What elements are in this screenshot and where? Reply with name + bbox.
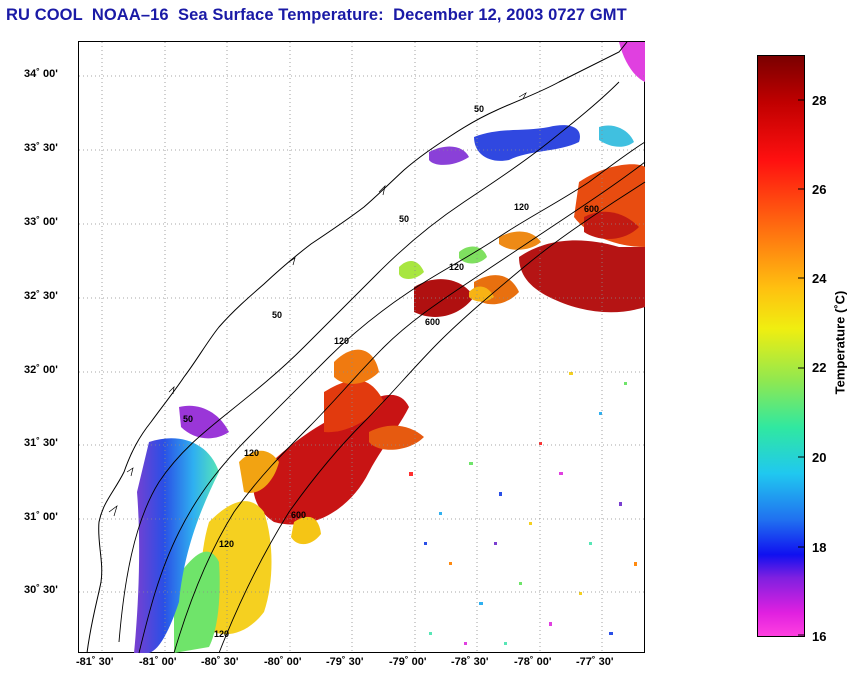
map-grid bbox=[79, 42, 646, 654]
isobath-label: 120 bbox=[214, 629, 229, 639]
sst-map: 50 50 50 50 120 120 120 120 120 600 600 … bbox=[78, 41, 646, 654]
lon-label: -78˚ 00' bbox=[514, 656, 552, 668]
lon-label: -81˚ 00' bbox=[139, 656, 177, 668]
lon-label: -80˚ 00' bbox=[264, 656, 302, 668]
isobath-label: 50 bbox=[474, 104, 484, 114]
colorbar-tick-label: 22 bbox=[812, 360, 827, 375]
colorbar-axis-label: Temperature (˚C) bbox=[832, 290, 848, 395]
lat-label: 30˚ 30' bbox=[24, 584, 58, 596]
isobaths bbox=[118, 81, 646, 654]
lat-label: 31˚ 30' bbox=[24, 437, 58, 449]
colorbar-tick-label: 16 bbox=[812, 629, 827, 644]
lat-label: 33˚ 00' bbox=[24, 216, 58, 228]
isobath-label: 600 bbox=[291, 510, 306, 520]
sst-coastal-band bbox=[134, 42, 645, 653]
sst-warm-band bbox=[253, 164, 645, 525]
isobath-label: 120 bbox=[219, 539, 234, 549]
isobath-label: 120 bbox=[514, 202, 529, 212]
colorbar-tick-label: 18 bbox=[812, 540, 827, 555]
lat-label: 32˚ 00' bbox=[24, 364, 58, 376]
isobath-label: 120 bbox=[334, 336, 349, 346]
page-title: RU COOL NOAA–16 Sea Surface Temperature:… bbox=[6, 6, 627, 24]
map-canvas: 50 50 50 50 120 120 120 120 120 600 600 … bbox=[79, 42, 646, 654]
sst-scatter bbox=[409, 372, 637, 645]
lon-label: -81˚ 30' bbox=[76, 656, 114, 668]
colorbar-tick-label: 20 bbox=[812, 450, 827, 465]
lat-label: 31˚ 00' bbox=[24, 511, 58, 523]
isobath-labels: 50 50 50 50 120 120 120 120 120 600 600 … bbox=[183, 104, 599, 639]
isobath-label: 50 bbox=[183, 414, 193, 424]
temperature-colorbar bbox=[757, 55, 805, 637]
coastline bbox=[86, 42, 628, 654]
lon-label: -79˚ 30' bbox=[326, 656, 364, 668]
coastline-islands bbox=[108, 92, 527, 517]
sst-shelf-band bbox=[174, 246, 487, 653]
colorbar-tick-label: 24 bbox=[812, 271, 827, 286]
lon-label: -79˚ 00' bbox=[389, 656, 427, 668]
colorbar-gradient bbox=[758, 56, 804, 636]
isobath-label: 600 bbox=[584, 204, 599, 214]
lon-label: -78˚ 30' bbox=[451, 656, 489, 668]
lon-label: -77˚ 30' bbox=[576, 656, 614, 668]
isobath-label: 50 bbox=[272, 310, 282, 320]
isobath-label: 50 bbox=[399, 214, 409, 224]
colorbar-ticks bbox=[798, 99, 804, 636]
isobath-label: 120 bbox=[244, 448, 259, 458]
lat-label: 33˚ 30' bbox=[24, 142, 58, 154]
colorbar-tick-label: 28 bbox=[812, 93, 827, 108]
lon-label: -80˚ 30' bbox=[201, 656, 239, 668]
lat-label: 32˚ 30' bbox=[24, 290, 58, 302]
colorbar-tick-label: 26 bbox=[812, 182, 827, 197]
isobath-label: 600 bbox=[425, 317, 440, 327]
isobath-label: 120 bbox=[449, 262, 464, 272]
lat-label: 34˚ 00' bbox=[24, 68, 58, 80]
